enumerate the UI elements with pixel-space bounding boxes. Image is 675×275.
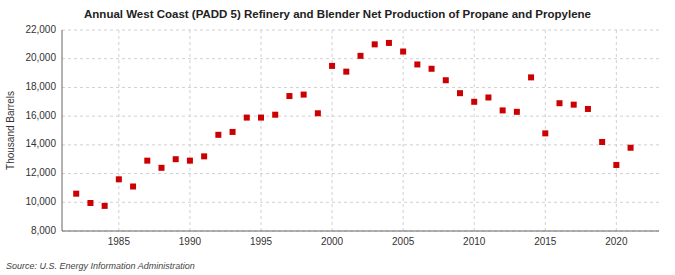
point (215, 132, 221, 138)
point (329, 63, 335, 69)
title: Annual West Coast (PADD 5) Refinery and … (84, 8, 591, 20)
point (500, 107, 506, 113)
y-tick-label: 12,000 (25, 167, 56, 178)
point (414, 61, 420, 67)
point (557, 100, 563, 106)
point (301, 92, 307, 98)
grid-line-y (62, 231, 659, 232)
source-note: Source: U.S. Energy Information Administ… (6, 261, 195, 271)
point (599, 139, 605, 145)
y-axis-line (62, 30, 63, 231)
grid-line-x (474, 30, 475, 231)
point (514, 109, 520, 115)
grid (62, 30, 659, 231)
y-tick-label: 10,000 (25, 196, 56, 207)
x-tick-label: 2015 (534, 236, 557, 247)
point (187, 158, 193, 164)
grid-line-x (332, 30, 333, 231)
y-tick-label: 22,000 (25, 24, 56, 35)
grid-line-y (62, 173, 659, 174)
point (201, 153, 207, 159)
point (73, 191, 79, 197)
point (528, 74, 534, 80)
point (159, 165, 165, 171)
point (372, 41, 378, 47)
point (443, 77, 449, 83)
point (585, 106, 591, 112)
point (358, 53, 364, 59)
point (258, 115, 264, 121)
grid-line-y (62, 202, 659, 203)
x-tick-label: 2005 (392, 236, 415, 247)
y-tick-label: 16,000 (25, 110, 56, 121)
point (571, 102, 577, 108)
point (144, 158, 150, 164)
point (230, 129, 236, 135)
point (87, 200, 93, 206)
point (102, 203, 108, 209)
point (315, 110, 321, 116)
point (613, 162, 619, 168)
y-tick-label: 14,000 (25, 138, 56, 149)
point (286, 93, 292, 99)
point (400, 49, 406, 55)
x-tick-label: 2000 (321, 236, 344, 247)
points (73, 40, 633, 209)
chart: 8,000 10,000 12,000 14,000 16,000 18,000 20,00… (0, 0, 675, 275)
x-tick-label: 1985 (108, 236, 131, 247)
grid-line-y (62, 87, 659, 88)
grid-line-x (616, 30, 617, 231)
point (116, 176, 122, 182)
x-axis-line (62, 231, 659, 232)
point (628, 145, 634, 151)
grid-line-y (62, 144, 659, 145)
x-tick-label: 1990 (179, 236, 202, 247)
grid-line-y (62, 116, 659, 117)
y-axis-label: Thousand Barrels (5, 91, 16, 170)
grid-line-x (261, 30, 262, 231)
x-tick-label: 2020 (605, 236, 628, 247)
y-tick-label: 20,000 (25, 52, 56, 63)
grid-line-x (118, 30, 119, 231)
point (471, 99, 477, 105)
point (429, 66, 435, 72)
point (485, 94, 491, 100)
point (244, 115, 250, 121)
y-tick-label: 18,000 (25, 81, 56, 92)
point (272, 112, 278, 118)
grid-line-y (62, 30, 659, 31)
point (130, 183, 136, 189)
point (542, 130, 548, 136)
point (343, 69, 349, 75)
point (457, 90, 463, 96)
y-tick-label: 8,000 (31, 225, 56, 236)
grid-line-x (189, 30, 190, 231)
x-tick-label: 2010 (463, 236, 486, 247)
grid-line-x (403, 30, 404, 231)
point (173, 156, 179, 162)
x-tick-label: 1995 (250, 236, 273, 247)
point (386, 40, 392, 46)
